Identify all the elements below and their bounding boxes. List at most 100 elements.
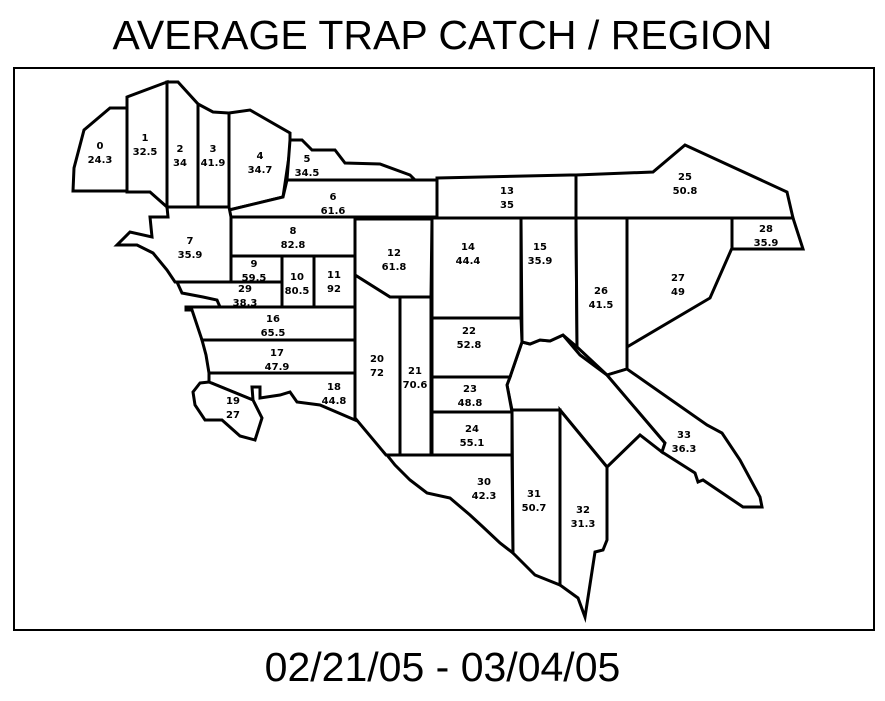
region-id-label: 31 bbox=[527, 489, 541, 500]
region-value-label: 61.8 bbox=[382, 262, 407, 273]
map-frame bbox=[13, 67, 875, 631]
region-id-label: 16 bbox=[266, 314, 280, 325]
region-id-label: 15 bbox=[533, 242, 547, 253]
region-id-label: 33 bbox=[677, 430, 691, 441]
region-value-label: 55.1 bbox=[460, 438, 485, 449]
region-shape[interactable] bbox=[625, 216, 734, 350]
region-3[interactable] bbox=[196, 101, 231, 209]
region-shape[interactable] bbox=[430, 375, 514, 414]
region-value-label: 35 bbox=[500, 200, 514, 211]
region-id-label: 7 bbox=[187, 236, 194, 247]
region-shape[interactable] bbox=[430, 316, 524, 379]
date-range: 02/21/05 - 03/04/05 bbox=[264, 644, 621, 690]
region-value-label: 59.5 bbox=[242, 273, 267, 284]
region-22[interactable] bbox=[430, 316, 524, 379]
region-id-label: 0 bbox=[97, 141, 104, 152]
region-value-label: 35.9 bbox=[528, 256, 553, 267]
region-shape[interactable] bbox=[730, 216, 806, 251]
region-value-label: 42.3 bbox=[472, 491, 497, 502]
region-value-label: 44.4 bbox=[456, 256, 481, 267]
region-value-label: 27 bbox=[226, 410, 240, 421]
region-id-label: 23 bbox=[463, 384, 477, 395]
region-id-label: 24 bbox=[465, 424, 479, 435]
region-11[interactable] bbox=[312, 254, 357, 309]
region-value-label: 92 bbox=[327, 284, 341, 295]
region-value-label: 61.6 bbox=[321, 206, 346, 217]
region-value-label: 82.8 bbox=[281, 240, 306, 251]
region-value-label: 34.5 bbox=[295, 168, 320, 179]
region-value-label: 48.8 bbox=[458, 398, 483, 409]
region-value-label: 72 bbox=[370, 368, 384, 379]
region-value-label: 47.9 bbox=[265, 362, 290, 373]
region-shape[interactable] bbox=[191, 380, 264, 442]
region-value-label: 41.5 bbox=[589, 300, 614, 311]
region-shape[interactable] bbox=[125, 79, 169, 211]
region-shape[interactable] bbox=[312, 254, 357, 309]
region-value-label: 65.5 bbox=[261, 328, 286, 339]
region-id-label: 22 bbox=[462, 326, 476, 337]
region-id-label: 29 bbox=[238, 284, 252, 295]
region-id-label: 20 bbox=[370, 354, 384, 365]
region-shape[interactable] bbox=[174, 280, 284, 309]
region-id-label: 26 bbox=[594, 286, 608, 297]
region-20[interactable] bbox=[353, 272, 402, 457]
map-title: AVERAGE TRAP CATCH / REGION bbox=[112, 12, 773, 58]
region-shape[interactable] bbox=[353, 272, 402, 457]
region-shape[interactable] bbox=[113, 205, 233, 284]
region-id-label: 28 bbox=[759, 224, 773, 235]
region-id-label: 10 bbox=[290, 272, 304, 283]
region-29[interactable] bbox=[174, 280, 284, 309]
region-id-label: 14 bbox=[461, 242, 475, 253]
region-id-label: 18 bbox=[327, 382, 341, 393]
region-15[interactable] bbox=[519, 216, 579, 351]
region-shape[interactable] bbox=[383, 453, 515, 557]
region-value-label: 24.3 bbox=[88, 155, 113, 166]
region-id-label: 21 bbox=[408, 366, 422, 377]
region-id-label: 19 bbox=[226, 396, 240, 407]
region-id-label: 30 bbox=[477, 477, 491, 488]
region-id-label: 9 bbox=[251, 259, 258, 270]
region-shape[interactable] bbox=[519, 216, 579, 351]
region-id-label: 4 bbox=[257, 151, 264, 162]
region-value-label: 44.8 bbox=[322, 396, 347, 407]
region-value-label: 80.5 bbox=[285, 286, 310, 297]
region-id-label: 13 bbox=[500, 186, 514, 197]
region-value-label: 34 bbox=[173, 158, 187, 169]
region-value-label: 50.8 bbox=[673, 186, 698, 197]
region-value-label: 35.9 bbox=[178, 250, 203, 261]
region-7[interactable] bbox=[113, 205, 233, 284]
region-value-label: 49 bbox=[671, 287, 685, 298]
region-id-label: 11 bbox=[327, 270, 341, 281]
region-1[interactable] bbox=[125, 79, 169, 211]
region-27[interactable] bbox=[625, 216, 734, 350]
region-id-label: 17 bbox=[270, 348, 284, 359]
region-30[interactable] bbox=[383, 453, 515, 557]
region-value-label: 36.3 bbox=[672, 444, 697, 455]
region-value-label: 52.8 bbox=[457, 340, 482, 351]
region-28[interactable] bbox=[730, 216, 806, 251]
region-id-label: 8 bbox=[290, 226, 297, 237]
region-value-label: 35.9 bbox=[754, 238, 779, 249]
region-14[interactable] bbox=[430, 216, 523, 320]
region-id-label: 27 bbox=[671, 273, 685, 284]
region-id-label: 2 bbox=[177, 144, 184, 155]
region-id-label: 6 bbox=[330, 192, 337, 203]
region-id-label: 25 bbox=[678, 172, 692, 183]
region-value-label: 50.7 bbox=[522, 503, 547, 514]
region-shape[interactable] bbox=[604, 367, 764, 509]
region-shape[interactable] bbox=[558, 405, 609, 623]
region-id-label: 12 bbox=[387, 248, 401, 259]
region-id-label: 3 bbox=[210, 144, 217, 155]
region-value-label: 34.7 bbox=[248, 165, 273, 176]
region-23[interactable] bbox=[430, 375, 514, 414]
region-33[interactable] bbox=[604, 367, 764, 509]
region-shape[interactable] bbox=[430, 216, 523, 320]
region-shape[interactable] bbox=[196, 101, 231, 209]
region-value-label: 38.3 bbox=[233, 298, 258, 309]
region-value-label: 41.9 bbox=[201, 158, 226, 169]
region-32[interactable] bbox=[558, 405, 609, 623]
region-id-label: 32 bbox=[576, 505, 590, 516]
region-id-label: 5 bbox=[304, 154, 311, 165]
region-19[interactable] bbox=[191, 380, 264, 442]
